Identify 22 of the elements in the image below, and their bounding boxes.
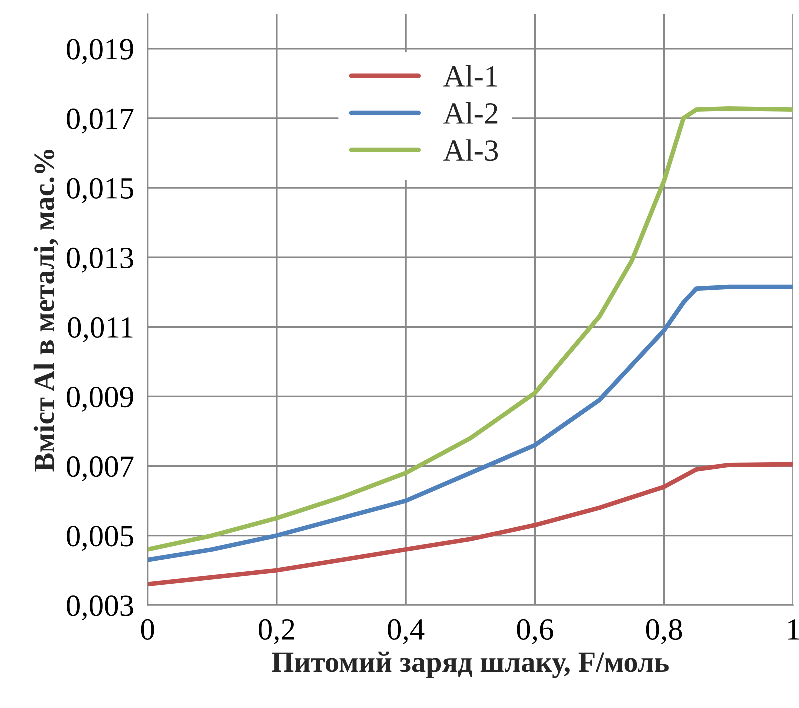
y-tick-label: 0,005 [67,526,134,552]
line-series [148,284,794,562]
line-series [148,462,794,587]
x-axis-title: Питомий заряд шлаку, F/моль [272,652,669,678]
y-tick-label: 0,011 [68,317,133,342]
y-tick-label: 0,015 [67,178,134,204]
x-tick-label: 0,8 [646,619,682,644]
y-tick-label: 0,017 [67,108,134,134]
x-tick-label: 0,4 [388,619,425,644]
legend-label: Al-2 [444,102,498,124]
y-axis-title: Вміст Al в металі, мас.% [34,150,59,472]
x-tick-label: 0,6 [517,619,554,644]
legend-label: Al-1 [444,65,498,87]
y-tick-label: 0,003 [67,596,134,621]
x-tick-label: 0 [141,619,154,640]
x-tick-label: 1 [788,620,799,640]
y-tick-label: 0,019 [67,39,134,64]
y-tick-label: 0,013 [67,248,134,273]
legend-label: Al-3 [444,140,498,162]
y-tick-label: 0,007 [67,456,134,482]
y-tick-label: 0,009 [67,386,134,412]
x-tick-label: 0,2 [259,619,294,644]
